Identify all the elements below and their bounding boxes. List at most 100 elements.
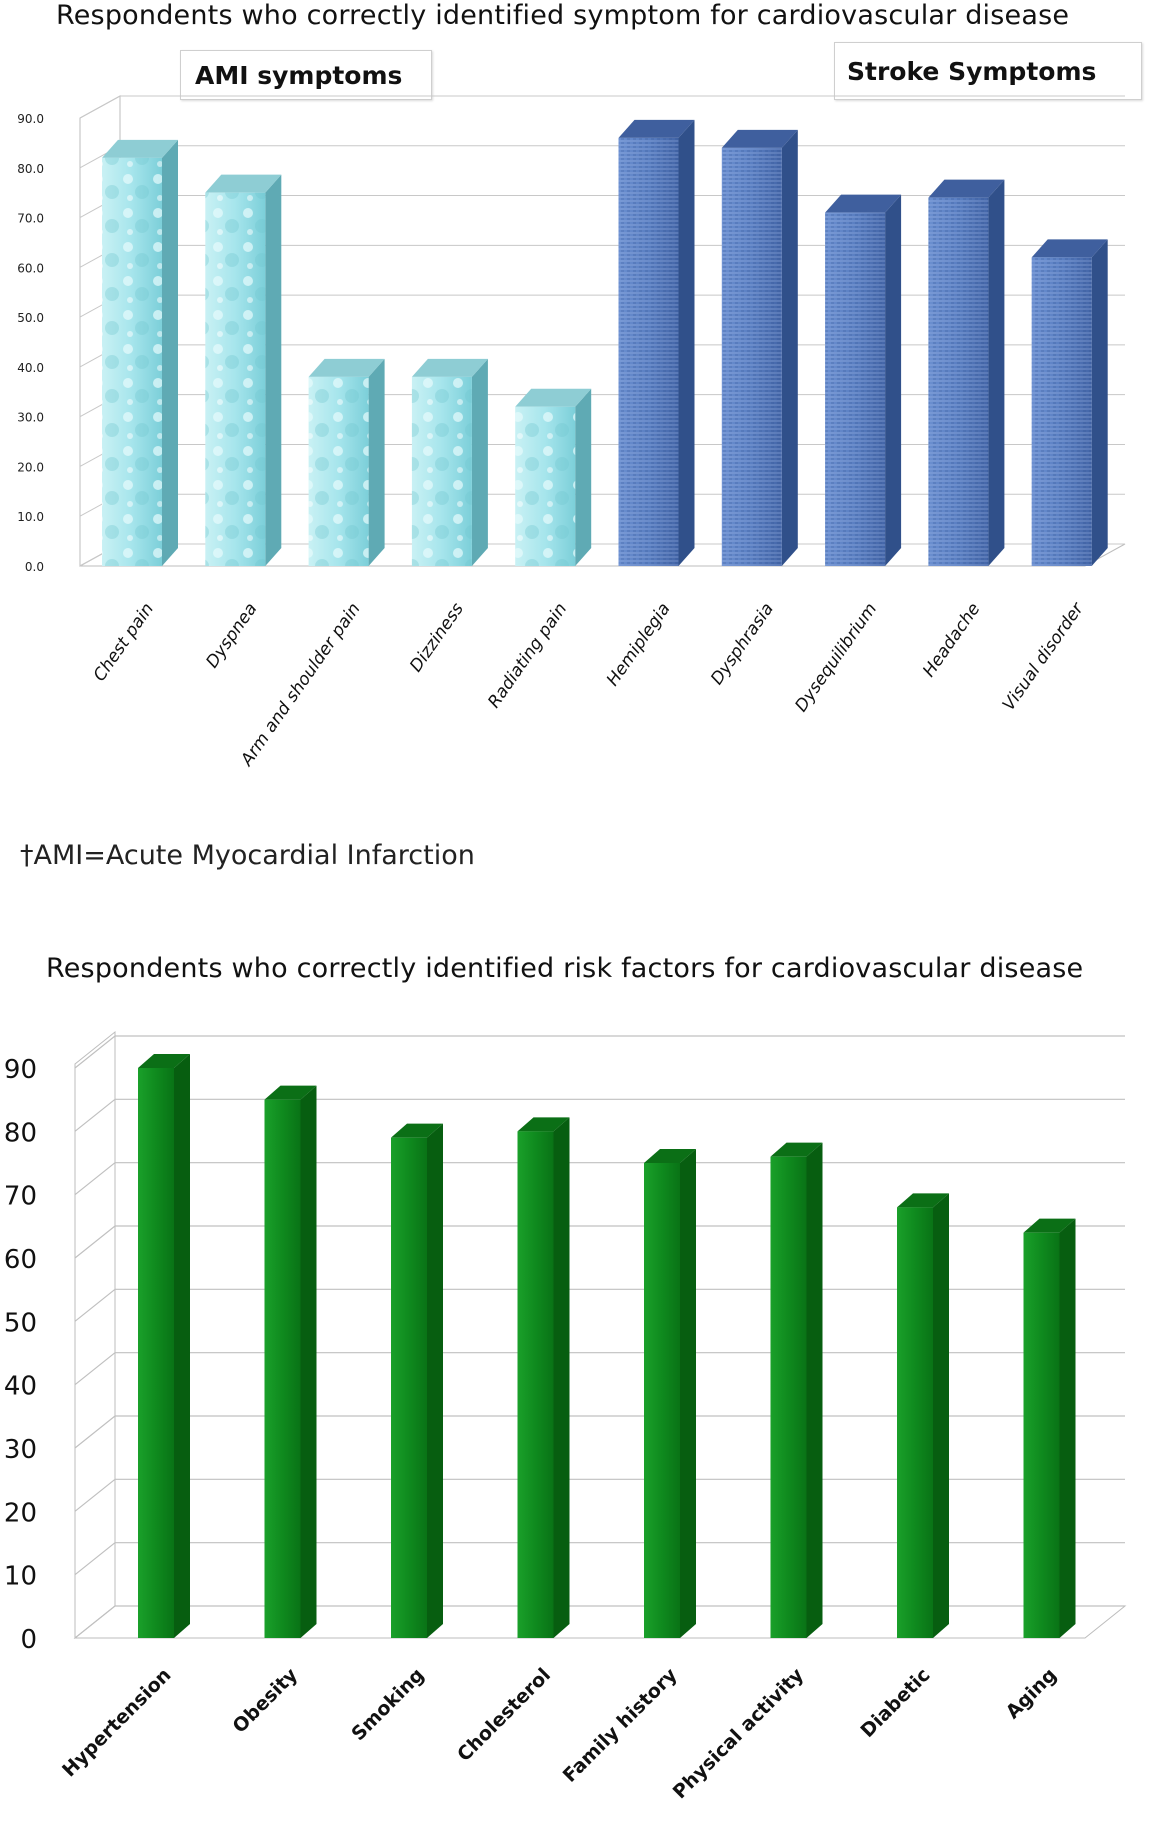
bar-side: [806, 1142, 823, 1638]
bar-dysphrasia: [721, 129, 798, 566]
bar-top: [825, 194, 902, 213]
bar-chest-pain: [102, 139, 178, 567]
bar-top: [411, 358, 488, 377]
bar-side: [553, 1117, 570, 1638]
x-label-arm-and-shoulder-pain: Arm and shoulder pain: [237, 599, 365, 770]
bar-side: [265, 174, 282, 566]
bar-front: [391, 1137, 427, 1638]
bar-texture: [308, 376, 369, 566]
chart2-y-tick-label: 30: [4, 1435, 37, 1465]
chart1-y-tick-label: 50.0: [17, 311, 44, 325]
bar-physical-activity: [770, 1142, 823, 1638]
bar-texture: [1031, 257, 1092, 566]
bar-texture: [205, 192, 266, 566]
chart2-title: Respondents who correctly identified ris…: [46, 953, 1084, 984]
bar-top: [515, 388, 592, 407]
chart2-gridline: [74, 1288, 1125, 1322]
x-label-aging: Aging: [1002, 1664, 1061, 1723]
bar-arm-and-shoulder-pain: [308, 358, 385, 566]
chart2-gridline: [74, 1478, 1125, 1512]
bar-top: [102, 139, 178, 158]
bar-side: [174, 1054, 190, 1638]
bar-texture: [721, 147, 782, 566]
bar-front: [897, 1207, 933, 1638]
ami-group-label: AMI symptoms: [180, 50, 432, 100]
bar-dyspnea: [205, 174, 282, 566]
chart2-y-tick-label: 10: [4, 1562, 37, 1592]
bar-top: [721, 129, 798, 148]
x-label-dysequilibrium: Dysequilibrium: [791, 599, 881, 715]
bar-side: [678, 119, 695, 567]
bar-visual-disorder: [1031, 239, 1108, 566]
stroke-group-label: Stroke Symptoms: [834, 42, 1142, 100]
chart2-gridline: [74, 1225, 1125, 1259]
bar-aging: [1023, 1218, 1076, 1638]
chart2-y-tick-label: 40: [4, 1372, 37, 1402]
bar-front: [517, 1131, 554, 1638]
bar-top: [928, 179, 1005, 198]
chart1-title: Respondents who correctly identified sym…: [56, 0, 1070, 31]
chart2-side-wall: [74, 1030, 116, 1640]
bar-texture: [618, 137, 679, 566]
bar-top: [138, 1054, 190, 1068]
chart2-y-tick-label: 90: [4, 1055, 37, 1085]
x-label-cholesterol: Cholesterol: [453, 1664, 555, 1766]
chart2-gridline: [74, 1352, 1125, 1386]
bar-side: [368, 358, 385, 566]
bar-cholesterol: [517, 1117, 570, 1638]
bar-top: [308, 358, 385, 377]
bar-obesity: [264, 1085, 317, 1638]
bar-dysequilibrium: [825, 194, 902, 567]
chart2-gridline: [74, 1098, 1125, 1132]
chart2-y-tick-label: 50: [4, 1308, 37, 1338]
chart1-y-tick-label: 40.0: [17, 361, 44, 375]
chart2-y-tick-label: 60: [4, 1245, 37, 1275]
bar-top: [1031, 239, 1108, 258]
chart2-gridline: [74, 1605, 1125, 1639]
x-label-radiating-pain: Radiating pain: [484, 599, 571, 711]
x-label-hypertension: Hypertension: [58, 1664, 175, 1781]
bar-side: [427, 1123, 443, 1638]
x-label-physical-activity: Physical activity: [669, 1664, 809, 1804]
chart1-y-tick-label: 90.0: [17, 112, 44, 126]
bar-top: [770, 1142, 823, 1157]
chart2-y-tick-label: 80: [4, 1118, 37, 1148]
bar-top: [517, 1117, 570, 1132]
bar-side: [1059, 1218, 1076, 1638]
chart1-gridline: [79, 95, 1125, 119]
chart2-bars: [138, 1054, 1076, 1638]
chart2-y-tick-label: 20: [4, 1498, 37, 1528]
x-label-obesity: Obesity: [229, 1664, 303, 1738]
x-label-hemiplegia: Hemiplegia: [603, 599, 675, 689]
bar-hemiplegia: [618, 119, 695, 567]
bar-side: [680, 1149, 696, 1638]
chart1-y-tick-label: 70.0: [17, 212, 44, 226]
bar-family-history: [644, 1149, 696, 1638]
bar-side: [471, 358, 488, 566]
bar-top: [264, 1085, 317, 1100]
bar-texture: [102, 157, 162, 567]
chart1-y-tick-label: 0.0: [25, 560, 44, 574]
x-label-family-history: Family history: [559, 1664, 682, 1787]
chart1-gridline: [79, 145, 1125, 169]
bar-texture: [825, 212, 886, 567]
x-label-smoking: Smoking: [347, 1664, 428, 1745]
bar-top: [205, 174, 282, 193]
chart2-floor: [73, 1605, 1127, 1639]
chart1-y-tick-label: 80.0: [17, 162, 44, 176]
bar-side: [988, 179, 1005, 566]
bar-texture: [515, 406, 576, 566]
chart2-gridline: [74, 1035, 1125, 1069]
bar-texture: [411, 376, 472, 566]
symptom-chart: 0.010.020.030.040.050.060.070.080.090.0 …: [17, 95, 1126, 771]
chart2-gridline: [74, 1542, 1125, 1576]
chart1-y-tick-label: 60.0: [17, 261, 44, 275]
x-label-visual-disorder: Visual disorder: [999, 599, 1089, 715]
chart1-y-tick-label: 20.0: [17, 460, 44, 474]
bar-hypertension: [138, 1054, 190, 1638]
bar-top: [897, 1193, 949, 1208]
bar-front: [1023, 1232, 1060, 1638]
chart2-y-tick-label: 70: [4, 1182, 37, 1212]
bar-front: [644, 1163, 680, 1638]
